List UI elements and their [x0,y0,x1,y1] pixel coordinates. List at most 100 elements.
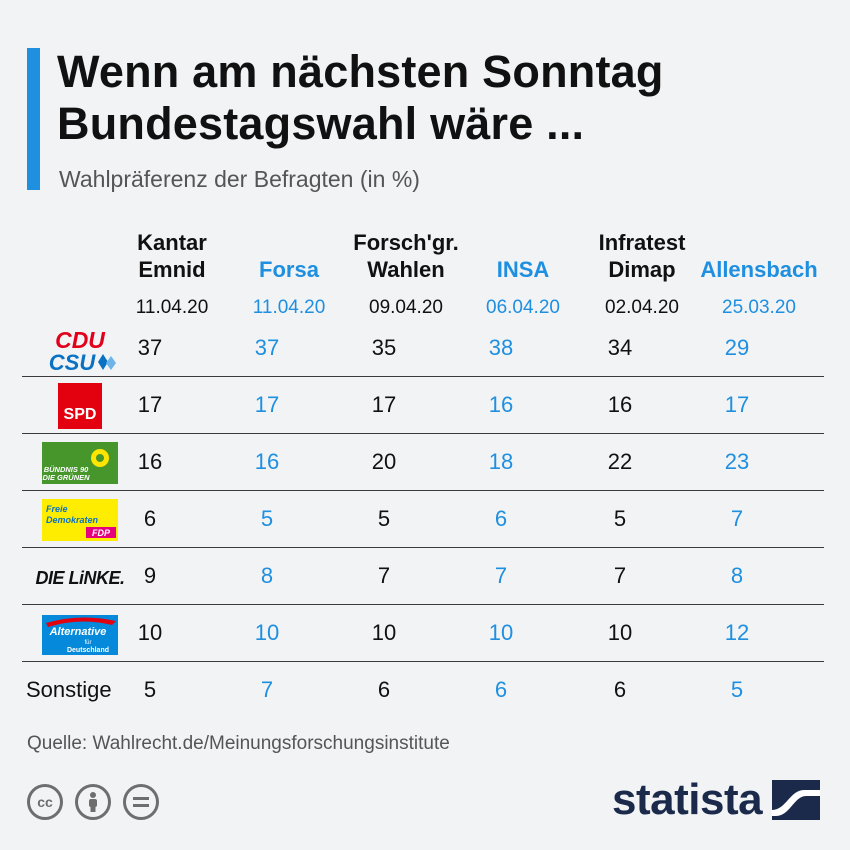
value-cell: 7 [613,563,627,588]
nd-icon[interactable] [123,784,159,820]
column-name-line2: Emnid [138,257,206,282]
column-name-line1: Forsch'gr. [353,230,459,255]
value-cell: 7 [260,677,274,702]
value-cell: 23 [724,449,750,474]
gruene-logo-line1: BÜNDNIS 90 [44,465,89,474]
value-cell: 16 [488,392,514,417]
value-cell: 10 [607,620,633,645]
brand-name: statista [612,775,763,824]
license-icons: cc [27,784,159,820]
value-cell: 5 [613,506,627,531]
afd-logo-line2: für [84,640,91,646]
value-cell: 6 [377,677,391,702]
value-cell: 16 [254,449,280,474]
cdu-logo-text: CDU [55,327,106,353]
csu-diamond-icon [106,356,116,370]
column-name-line2: Forsa [259,257,319,282]
value-cell: 10 [254,620,280,645]
value-cell: 34 [607,335,633,360]
table-row-afd: Alternative für Deutschland 10 10 10 10 … [22,605,824,662]
accent-bar [27,48,40,190]
source-note: Quelle: Wahlrecht.de/Meinungsforschungsi… [27,733,450,754]
column-name-line2: Allensbach [700,257,818,282]
table-row-fdp: Freie Demokraten FDP 6 5 5 6 5 7 [22,491,824,548]
fdp-logo-line2: Demokraten [46,515,99,525]
gruene-logo-line2: DIE GRÜNEN [42,473,90,482]
value-cell: 5 [143,677,157,702]
fdp-tag [86,527,116,538]
chart-title: Wenn am nächsten Sonntag Bundestagswahl … [57,46,664,150]
title-line-2: Bundestagswahl wäre ... [57,98,585,149]
table-row-cdu-csu: CDU CSU 37 37 35 38 34 29 [22,320,824,377]
column-name-line2: Dimap [608,257,676,282]
value-cell: 18 [488,449,514,474]
value-cell: 7 [494,563,508,588]
value-cell: 17 [137,392,163,417]
value-cell: 38 [488,335,514,360]
column-date: 02.04.20 [605,297,679,318]
value-cell: 7 [730,506,744,531]
column-date: 06.04.20 [486,297,560,318]
value-cell: 6 [494,506,508,531]
column-header-allensbach: Allensbach 25.03.20 [694,229,824,319]
spd-logo-text: SPD [64,406,97,423]
value-cell: 17 [371,392,397,417]
afd-arrow-icon [46,617,116,627]
column-header-kantar-emnid: Kantar Emnid 11.04.20 [107,229,237,319]
value-cell: 16 [137,449,163,474]
by-icon[interactable] [75,784,111,820]
column-name-line2: Wahlen [367,257,445,282]
value-cell: 35 [371,335,397,360]
value-cell: 37 [137,335,163,360]
value-cell: 17 [254,392,280,417]
statista-logo[interactable]: statista [612,775,821,825]
column-name-line1: Kantar [137,230,207,255]
spd-logo-box [58,383,102,429]
csu-logo-text: CSU [49,350,97,372]
table-row-spd: SPD 17 17 17 16 16 17 [22,377,824,434]
value-cell: 20 [371,449,397,474]
value-cell: 7 [377,563,391,588]
title-line-1: Wenn am nächsten Sonntag [57,46,664,97]
value-cell: 5 [260,506,274,531]
value-cell: 16 [607,392,633,417]
column-header-forsa: Forsa 11.04.20 [224,229,354,319]
column-name-line1: Infratest [598,230,686,255]
value-cell: 8 [730,563,744,588]
value-cell: 17 [724,392,750,417]
cc-icon[interactable]: cc [27,784,63,820]
value-cell: 6 [613,677,627,702]
chart-subtitle: Wahlpräferenz der Befragten (in %) [59,166,420,192]
value-cell: 5 [377,506,391,531]
table-row-linke: DIE LiNKE. 9 8 7 7 7 8 [22,548,824,605]
value-cell: 12 [724,620,750,645]
value-cell: 29 [724,335,750,360]
value-cell: 6 [143,506,157,531]
column-date: 11.04.20 [135,297,209,318]
value-cell: 8 [260,563,274,588]
table-row-sonstige: Sonstige 5 7 6 6 6 5 [22,662,824,718]
fdp-logo: Freie Demokraten FDP [30,497,130,543]
gruene-logo: BÜNDNIS 90 DIE GRÜNEN [30,440,130,486]
fdp-tag-text: FDP [92,528,111,538]
column-date: 11.04.20 [252,297,326,318]
column-date: 09.04.20 [369,297,443,318]
csu-lion-icon [98,354,108,370]
column-header-forschgr-wahlen: Forsch'gr. Wahlen 09.04.20 [341,229,471,319]
afd-logo-line3: Deutschland [67,647,109,654]
value-cell: 9 [143,563,157,588]
value-cell: 37 [254,335,280,360]
cdu-csu-logo: CDU CSU [30,326,130,372]
value-cell: 10 [137,620,163,645]
fdp-logo-line1: Freie [46,504,68,514]
value-cell: 5 [730,677,744,702]
table-row-gruene: BÜNDNIS 90 DIE GRÜNEN 16 16 20 18 22 23 [22,434,824,491]
row-label-sonstige: Sonstige [26,677,112,702]
spd-logo: SPD [30,383,130,429]
afd-logo: Alternative für Deutschland [30,611,130,657]
value-cell: 10 [488,620,514,645]
column-date: 25.03.20 [722,297,796,318]
linke-logo-text: DIE LiNKE. [35,568,124,588]
afd-logo-line1: Alternative [49,626,107,638]
column-header-insa: INSA 06.04.20 [458,229,588,319]
